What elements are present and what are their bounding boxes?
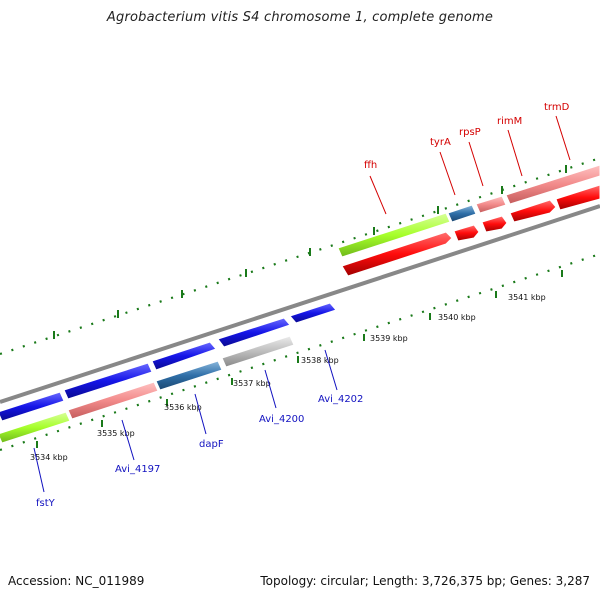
gene-forward[interactable] xyxy=(289,302,337,324)
gene-forward[interactable] xyxy=(217,317,291,348)
gene-ffh[interactable] xyxy=(337,212,451,258)
tick-label: 3540 kbp xyxy=(438,313,476,322)
label-fstY: fstY xyxy=(36,498,56,509)
label-leader xyxy=(121,419,135,461)
reverse-strand xyxy=(0,184,600,444)
gene-rpsP[interactable] xyxy=(475,195,507,214)
major-ticks-inner xyxy=(36,270,563,448)
label-leader xyxy=(194,393,207,435)
tick-labels: 3534 kbp 3535 kbp 3536 kbp 3537 kbp 3538… xyxy=(30,293,546,462)
label-leader xyxy=(264,369,277,409)
tick-label: 3535 kbp xyxy=(97,429,135,438)
gene-reverse[interactable] xyxy=(509,199,557,223)
backbone-line xyxy=(0,204,600,404)
tick-label: 3534 kbp xyxy=(30,453,68,462)
label-leader xyxy=(507,129,523,177)
gene-forward[interactable] xyxy=(151,341,217,371)
label-rimM: rimM xyxy=(497,116,522,127)
label-Avi-4202: Avi_4202 xyxy=(318,394,363,405)
gene-Avi-4197[interactable] xyxy=(67,381,159,420)
gene-forward[interactable] xyxy=(63,362,153,400)
label-leader xyxy=(369,175,387,215)
label-trmD: trmD xyxy=(544,102,570,113)
label-leader xyxy=(324,349,338,391)
label-leader xyxy=(468,141,484,187)
genome-summary-text: Topology: circular; Length: 3,726,375 bp… xyxy=(260,574,590,588)
tick-track-outer xyxy=(0,156,600,356)
gene-rimM[interactable] xyxy=(505,164,600,205)
gene-forward[interactable] xyxy=(0,391,65,422)
accession-text: Accession: NC_011989 xyxy=(8,574,145,588)
forward-strand xyxy=(0,164,600,422)
label-Avi-4197: Avi_4197 xyxy=(115,464,160,475)
gene-fstY[interactable] xyxy=(0,411,71,444)
label-tyrA: tyrA xyxy=(430,137,451,148)
label-ffh: ffh xyxy=(364,160,377,171)
gene-reverse[interactable] xyxy=(341,231,453,277)
label-dapF: dapF xyxy=(199,439,224,450)
label-Avi-4200: Avi_4200 xyxy=(259,414,304,425)
label-leader xyxy=(33,447,45,493)
tick-label: 3541 kbp xyxy=(508,293,546,302)
gene-trmD[interactable] xyxy=(555,184,600,211)
gene-reverse[interactable] xyxy=(453,224,480,242)
tick-label: 3538 kbp xyxy=(301,356,339,365)
gene-tyrA-rna[interactable] xyxy=(447,204,477,223)
figure-title: Agrobacterium vitis S4 chromosome 1, com… xyxy=(106,10,494,25)
tick-label: 3539 kbp xyxy=(370,334,408,343)
tick-label: 3537 kbp xyxy=(233,379,271,388)
label-leader xyxy=(439,151,456,196)
major-ticks-outer xyxy=(53,165,567,339)
tick-label: 3536 kbp xyxy=(164,403,202,412)
label-rpsP: rpsP xyxy=(459,127,481,138)
bottom-gene-labels: fstY Avi_4197 dapF Avi_4200 Avi_4202 xyxy=(33,349,363,509)
label-leader xyxy=(555,115,571,161)
gene-Avi-4200[interactable] xyxy=(221,335,295,368)
top-gene-labels: ffh tyrA rpsP rimM trmD xyxy=(364,102,571,215)
gene-dapF[interactable] xyxy=(155,360,223,391)
gene-reverse[interactable] xyxy=(481,215,508,233)
